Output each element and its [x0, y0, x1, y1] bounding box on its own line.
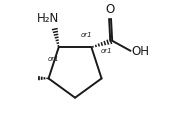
Text: H₂N: H₂N	[37, 12, 59, 25]
Text: O: O	[105, 3, 115, 15]
Text: OH: OH	[131, 45, 149, 58]
Text: or1: or1	[48, 56, 59, 62]
Text: or1: or1	[81, 32, 93, 38]
Text: or1: or1	[100, 48, 112, 54]
